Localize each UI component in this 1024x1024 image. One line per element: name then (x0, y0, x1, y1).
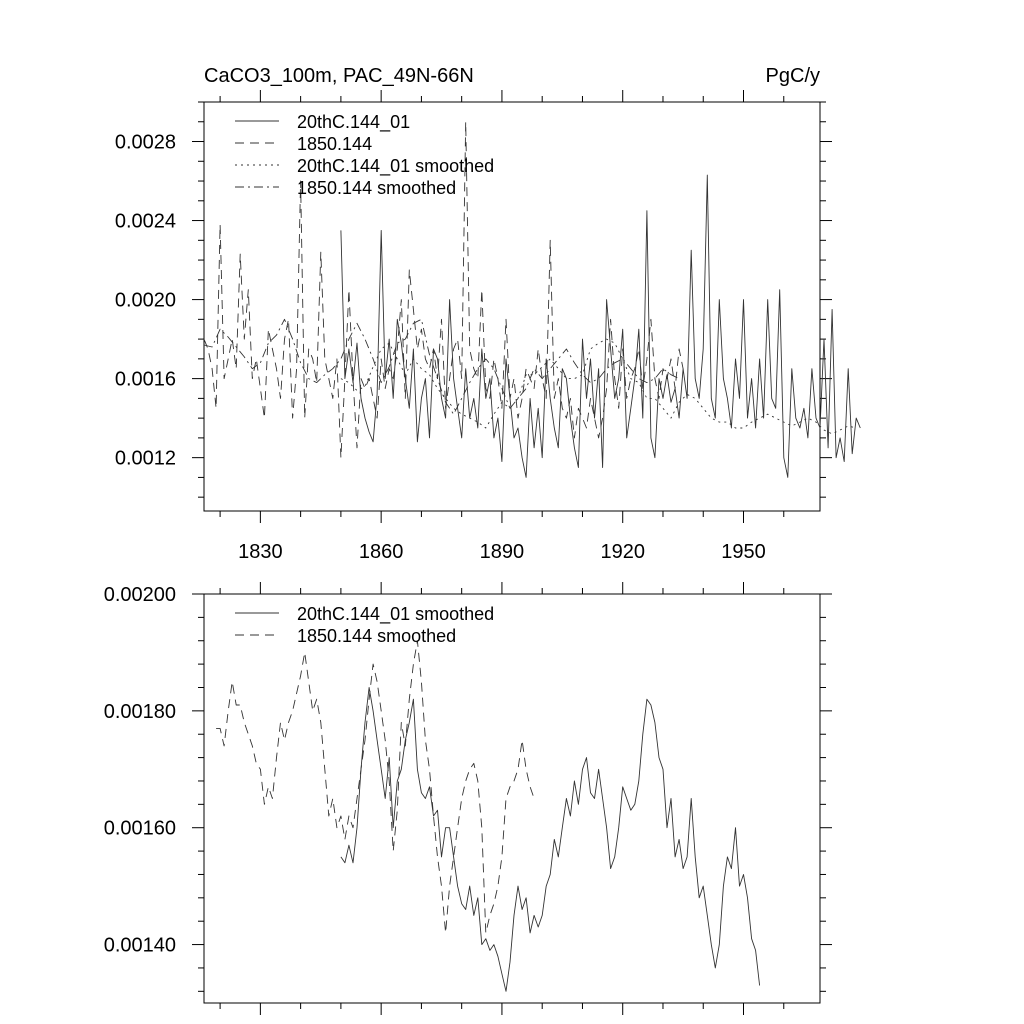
bottom-y-tick-label: 0.00140 (104, 935, 176, 957)
bottom-y-tick-label: 0.00200 (104, 584, 176, 606)
top-series-line-3 (340, 338, 857, 435)
bottom-y-tick-label: 0.00180 (104, 701, 176, 723)
top-legend-label-1: 20thC.144_01 (297, 112, 410, 133)
top-y-tick-label: 0.0024 (115, 211, 176, 233)
top-series-line-1 (340, 174, 861, 478)
bottom-legend-label-2: 1850.144 smoothed (297, 626, 456, 646)
top-y-tick-label: 0.0020 (115, 290, 176, 312)
bottom-axis-ticks: 0.00140 0.00160 0.00180 0.00200 (104, 582, 832, 1015)
bottom-series-line-2 (216, 640, 535, 934)
top-x-tick-label: 1950 (721, 541, 766, 563)
top-chart-units: PgC/y (766, 65, 820, 87)
top-series-group (203, 121, 861, 478)
bottom-series-group (216, 640, 761, 992)
top-x-tick-label: 1890 (480, 541, 525, 563)
bottom-legend-label-1: 20thC.144_01 smoothed (297, 604, 494, 625)
top-legend-label-4: 1850.144 smoothed (297, 178, 456, 198)
top-x-tick-label: 1830 (238, 541, 283, 563)
top-series-line-2 (203, 121, 684, 459)
bottom-y-tick-label: 0.00160 (104, 818, 176, 840)
top-y-tick-label: 0.0016 (115, 369, 176, 391)
top-y-tick-label: 0.0028 (115, 132, 176, 154)
bottom-series-line-1 (340, 687, 761, 992)
top-plot-frame (203, 101, 821, 512)
top-axis-ticks: 1830 1860 1890 1920 1950 0.0012 0.0016 0.0020 0.… (115, 90, 832, 563)
top-x-tick-label: 1920 (600, 541, 645, 563)
bottom-plot-frame (203, 593, 821, 1004)
top-legend-label-3: 20thC.144_01 smoothed (297, 156, 494, 177)
top-x-tick-label: 1860 (359, 541, 404, 563)
top-series-line-4 (203, 318, 680, 415)
top-legend-label-2: 1850.144 (297, 134, 372, 154)
top-chart-title: CaCO3_100m, PAC_49N-66N (204, 65, 474, 87)
top-y-tick-label: 0.0012 (115, 448, 176, 470)
